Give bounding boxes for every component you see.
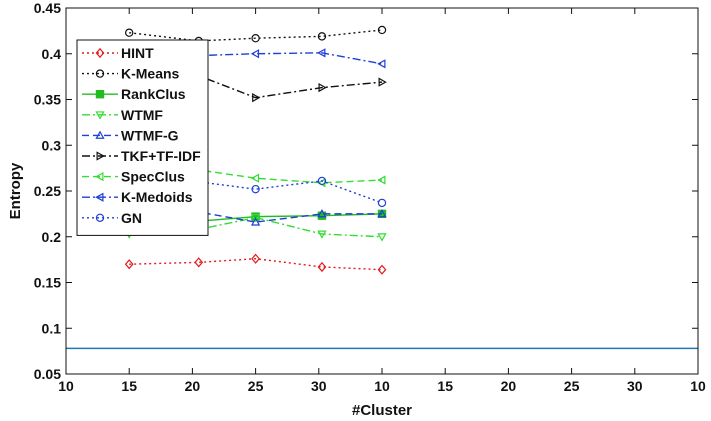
series-line: [129, 74, 383, 99]
data-point: [317, 32, 327, 41]
legend-item: K-Medoids: [82, 189, 193, 205]
data-point: [317, 230, 327, 239]
series-line: [129, 29, 383, 42]
data-point: [317, 176, 327, 186]
series-line: [129, 258, 383, 271]
legend-label: HINT: [121, 45, 154, 61]
legend-item: K-Means: [82, 66, 180, 82]
legend-item: RankClus: [82, 86, 186, 102]
data-point: [250, 173, 260, 183]
legend-marker: [95, 171, 104, 182]
x-tick-label: 10: [690, 378, 706, 394]
data-point: [124, 28, 134, 37]
legend-item: WTMF: [82, 107, 163, 123]
y-tick-label: 0.15: [34, 275, 61, 291]
data-point: [377, 233, 387, 242]
legend-marker: [95, 47, 105, 59]
legend-marker: [96, 151, 105, 161]
data-point: [318, 82, 327, 93]
legend-label: WTMF: [121, 107, 163, 123]
legend-item: HINT: [82, 45, 154, 61]
y-tick-label: 0.3: [42, 137, 62, 153]
legend-label: GN: [121, 210, 142, 226]
legend-item: WTMF-G: [82, 127, 179, 143]
y-tick-label: 0.05: [34, 366, 61, 382]
legend: HINT K-Means RankClus WTMF WTMF-G TKF+TF-IDF S…: [76, 39, 209, 236]
legend-label: RankClus: [121, 86, 186, 102]
legend-marker: [95, 69, 105, 78]
x-tick-label: 15: [437, 378, 453, 394]
data-point: [377, 198, 387, 208]
x-tick-label: 30: [311, 378, 327, 394]
y-tick-label: 0.2: [42, 229, 62, 245]
data-point: [317, 48, 326, 58]
data-point: [377, 25, 387, 35]
legend-marker: [95, 213, 105, 222]
y-tick-label: 0.35: [34, 92, 61, 108]
x-tick-label: 15: [121, 378, 137, 394]
data-point: [250, 49, 260, 59]
legend-marker: [95, 111, 105, 120]
x-tick-label: 25: [564, 378, 580, 394]
series-line: [129, 52, 383, 65]
data-point: [377, 264, 387, 275]
legend-item: TKF+TF-IDF: [82, 148, 201, 164]
legend-label: SpecClus: [121, 169, 185, 185]
y-tick-label: 0.1: [42, 320, 62, 336]
x-axis-label: #Cluster: [352, 402, 412, 419]
legend-label: WTMF-G: [121, 127, 179, 143]
y-axis-label: Entropy: [7, 162, 24, 219]
data-point: [124, 259, 134, 270]
data-point: [317, 261, 327, 273]
legend-marker: [95, 192, 104, 202]
x-tick-label: 20: [185, 378, 201, 394]
data-point: [377, 209, 387, 218]
data-point: [377, 59, 386, 69]
y-tick-label: 0.45: [34, 0, 61, 16]
y-tick-label: 0.25: [34, 183, 61, 199]
legend-item: SpecClus: [82, 169, 185, 185]
legend-label: K-Medoids: [121, 189, 193, 205]
data-point: [317, 209, 327, 218]
data-point: [377, 175, 386, 185]
data-point: [251, 184, 260, 194]
x-tick-label: 10: [58, 378, 74, 394]
legend-box: [76, 39, 209, 236]
data-point: [250, 217, 261, 226]
legend-marker: [95, 130, 105, 139]
x-tick-label: 25: [248, 378, 264, 394]
data-point: [251, 253, 260, 264]
data-point: [378, 77, 387, 87]
axes: 0.05 0.1 0.15 0.2 0.25 0.3 0.35 0.4 0.45 10 15 20 25…: [34, 0, 706, 394]
x-tick-label: 20: [501, 378, 517, 394]
data-point: [250, 214, 261, 223]
legend-label: TKF+TF-IDF: [121, 148, 201, 164]
series-hint: [124, 253, 387, 275]
x-tick-label: 30: [627, 378, 643, 394]
data-point: [194, 257, 204, 268]
y-tick-label: 0.4: [42, 46, 62, 62]
x-tick-label: 10: [374, 378, 390, 394]
legend-label: K-Means: [121, 66, 180, 82]
data-point: [252, 93, 261, 103]
data-point: [251, 33, 260, 43]
legend-marker: [95, 89, 105, 99]
legend-item: GN: [82, 210, 142, 226]
